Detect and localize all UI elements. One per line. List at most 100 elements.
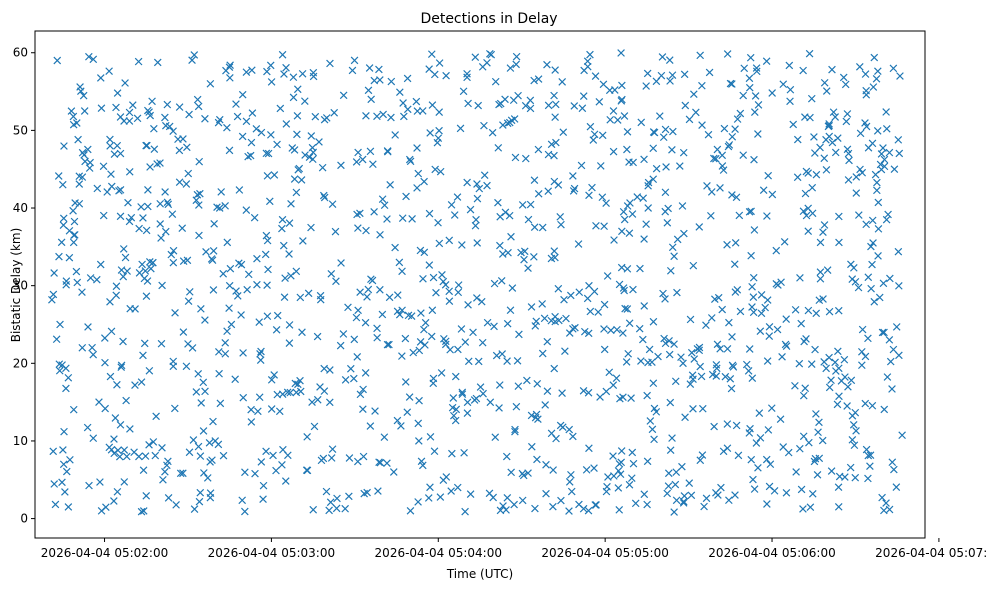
data-point	[175, 178, 184, 187]
data-point	[538, 349, 547, 358]
data-point	[689, 261, 698, 270]
data-point	[689, 90, 698, 99]
data-point	[547, 140, 556, 149]
data-point	[748, 374, 757, 383]
data-point	[164, 200, 173, 209]
data-point	[503, 319, 512, 328]
data-point	[451, 372, 460, 381]
data-point	[779, 443, 788, 451]
data-point	[283, 388, 292, 397]
data-point	[380, 433, 389, 441]
data-point	[820, 78, 829, 87]
data-point	[812, 410, 820, 418]
data-point	[165, 122, 174, 131]
data-point	[732, 421, 741, 430]
data-point	[479, 389, 487, 398]
data-point	[149, 258, 157, 267]
data-point	[425, 209, 434, 218]
data-point	[623, 202, 632, 210]
data-point	[624, 349, 633, 358]
data-point	[139, 214, 147, 222]
data-point	[702, 494, 711, 503]
data-point	[474, 101, 483, 110]
data-point	[712, 488, 720, 497]
data-point	[134, 57, 143, 66]
data-point	[579, 386, 588, 395]
data-point	[550, 364, 559, 373]
data-point	[60, 427, 68, 436]
data-point	[341, 504, 349, 513]
data-point	[366, 422, 375, 430]
data-point	[561, 347, 569, 356]
data-point	[199, 378, 208, 387]
data-point	[437, 369, 446, 377]
data-point	[866, 462, 874, 470]
data-point	[148, 97, 156, 106]
data-point	[142, 226, 151, 235]
data-point	[861, 352, 870, 361]
data-point	[350, 335, 359, 344]
data-point	[619, 329, 627, 337]
data-point	[629, 459, 638, 468]
data-point	[67, 107, 76, 115]
data-point	[643, 69, 652, 78]
data-point	[196, 452, 205, 460]
data-point	[569, 172, 577, 180]
data-point	[471, 221, 480, 230]
data-point	[869, 239, 877, 247]
data-point	[480, 171, 489, 180]
data-point	[57, 238, 66, 247]
data-point	[776, 415, 785, 423]
data-point	[661, 295, 669, 303]
data-point	[430, 447, 439, 456]
data-point	[416, 338, 425, 346]
data-point	[466, 490, 475, 498]
data-point	[51, 500, 60, 509]
data-point	[141, 267, 150, 275]
data-point	[58, 180, 67, 189]
data-point	[609, 147, 618, 156]
data-point	[854, 283, 863, 292]
data-point	[828, 65, 836, 74]
data-point	[110, 435, 118, 443]
data-point	[720, 124, 729, 133]
data-point	[97, 104, 106, 113]
data-point	[721, 372, 730, 381]
data-point	[429, 273, 438, 282]
data-point	[649, 379, 658, 388]
data-point	[767, 404, 776, 412]
data-point	[62, 364, 70, 373]
data-point	[364, 86, 373, 95]
data-point	[427, 50, 436, 58]
data-point	[142, 491, 151, 500]
data-point	[864, 334, 872, 343]
data-point	[668, 243, 677, 252]
data-point	[247, 418, 256, 426]
data-point	[254, 407, 262, 416]
data-point	[503, 357, 511, 365]
data-point	[426, 129, 434, 137]
data-point	[724, 142, 733, 151]
data-point	[113, 89, 122, 97]
data-point	[612, 374, 621, 383]
data-point	[819, 228, 827, 237]
data-point	[270, 171, 279, 179]
data-point	[464, 357, 473, 366]
data-point	[820, 221, 829, 229]
data-point	[707, 314, 716, 322]
data-point	[801, 189, 810, 198]
data-point	[370, 76, 379, 85]
data-point	[623, 145, 631, 154]
data-point	[617, 447, 626, 455]
data-point	[65, 253, 74, 262]
data-point	[183, 143, 191, 152]
data-point	[490, 279, 499, 288]
data-point	[600, 300, 609, 309]
data-point	[266, 61, 275, 70]
data-point	[115, 452, 124, 461]
data-point	[112, 291, 121, 300]
data-point	[293, 130, 301, 139]
data-point	[883, 373, 892, 381]
data-point	[281, 477, 290, 485]
